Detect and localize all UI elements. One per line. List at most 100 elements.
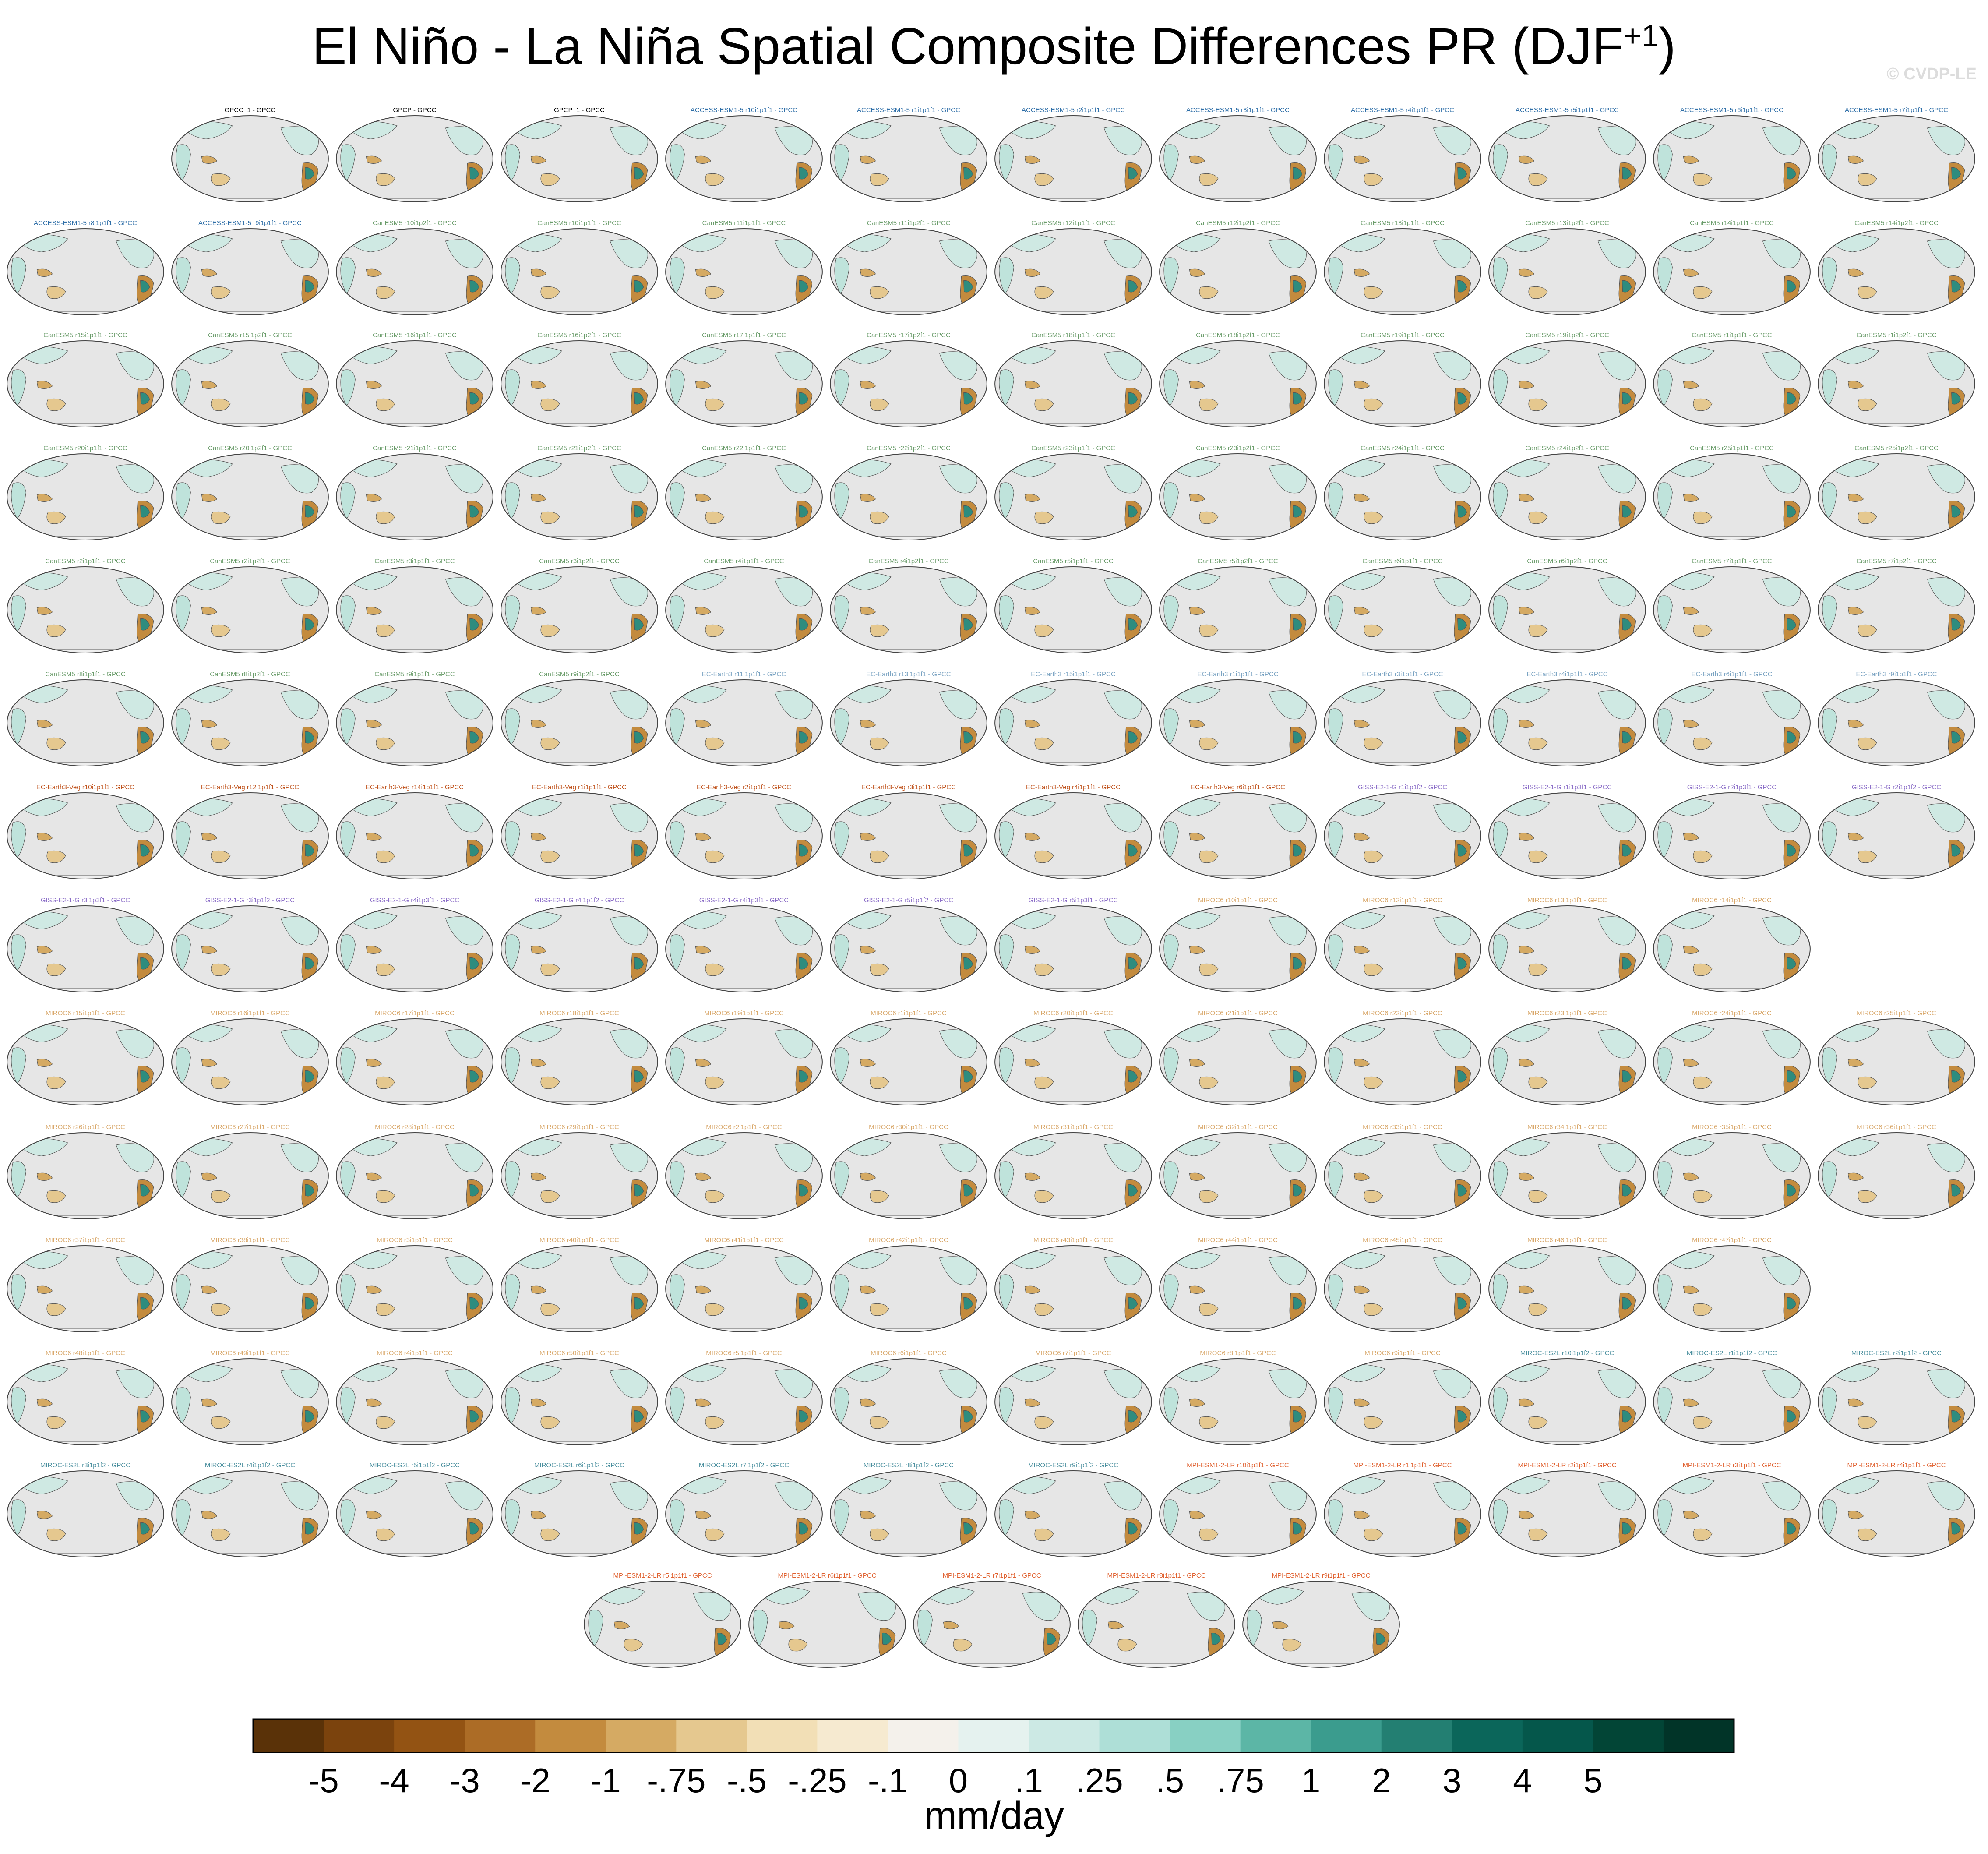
map-panel: CanESM5 r24i1p2f1 - GPCC — [1488, 445, 1646, 541]
panel-label: GISS-E2-1-G r4i1p1f2 - GPCC — [535, 897, 624, 904]
map-panel: CanESM5 r6i1p2f1 - GPCC — [1488, 558, 1646, 654]
map-panel: MIROC6 r26i1p1f1 - GPCC — [6, 1123, 165, 1220]
panel-label: MIROC6 r23i1p1f1 - GPCC — [1527, 1010, 1607, 1017]
panel-label: CanESM5 r4i1p1f1 - GPCC — [704, 558, 784, 565]
map-panel: CanESM5 r2i1p1f1 - GPCC — [6, 558, 165, 654]
map-panel: MIROC6 r17i1p1f1 - GPCC — [335, 1010, 494, 1106]
map-panel: CanESM5 r18i1p1f1 - GPCC — [994, 332, 1153, 428]
panel-label: GPCC_1 - GPCC — [225, 106, 276, 114]
panel-label: MIROC6 r5i1p1f1 - GPCC — [706, 1349, 782, 1357]
panel-label: MIROC-ES2L r3i1p1f2 - GPCC — [40, 1462, 130, 1469]
map-panel: MIROC-ES2L r7i1p1f2 - GPCC — [665, 1462, 823, 1558]
map-panel: MIROC6 r8i1p1f1 - GPCC — [1159, 1349, 1317, 1446]
map-panel: GPCP_1 - GPCC — [500, 106, 659, 203]
map-panel: CanESM5 r3i1p1f1 - GPCC — [335, 558, 494, 654]
map-panel: MIROC6 r44i1p1f1 - GPCC — [1159, 1236, 1317, 1333]
panel-label: CanESM5 r7i1p2f1 - GPCC — [1856, 558, 1937, 565]
map-panel: MIROC6 r4i1p1f1 - GPCC — [335, 1349, 494, 1446]
map-panel: MIROC6 r40i1p1f1 - GPCC — [500, 1236, 659, 1333]
map-panel: MIROC6 r2i1p1f1 - GPCC — [665, 1123, 823, 1220]
panel-label: MIROC6 r37i1p1f1 - GPCC — [46, 1236, 125, 1244]
colorbar-swatch — [817, 1719, 888, 1752]
panel-label: ACCESS-ESM1-5 r8i1p1f1 - GPCC — [34, 219, 137, 227]
map-panel: CanESM5 r4i1p1f1 - GPCC — [665, 558, 823, 654]
panel-label: MIROC-ES2L r4i1p1f2 - GPCC — [205, 1462, 295, 1469]
panel-label: MIROC6 r21i1p1f1 - GPCC — [1198, 1010, 1278, 1017]
panel-label: CanESM5 r18i1p2f1 - GPCC — [1196, 332, 1280, 339]
panel-label: EC-Earth3-Veg r14i1p1f1 - GPCC — [366, 784, 464, 791]
map-panel: MIROC6 r30i1p1f1 - GPCC — [829, 1123, 988, 1220]
map-panel: CanESM5 r9i1p1f1 - GPCC — [335, 671, 494, 767]
panel-label: CanESM5 r18i1p1f1 - GPCC — [1031, 332, 1115, 339]
colorbar-swatch — [253, 1719, 324, 1752]
map-panel: MIROC6 r41i1p1f1 - GPCC — [665, 1236, 823, 1333]
colorbar-tick-label: 1 — [1301, 1761, 1320, 1800]
map-panel: MIROC6 r9i1p1f1 - GPCC — [1323, 1349, 1482, 1446]
map-panel: CanESM5 r20i1p2f1 - GPCC — [171, 445, 329, 541]
map-panel: MIROC-ES2L r4i1p1f2 - GPCC — [171, 1462, 329, 1558]
map-panel: MPI-ESM1-2-LR r6i1p1f1 - GPCC — [748, 1572, 906, 1668]
panel-label: MIROC6 r19i1p1f1 - GPCC — [704, 1010, 784, 1017]
panel-label: MIROC6 r14i1p1f1 - GPCC — [1692, 897, 1772, 904]
map-panel: MIROC6 r42i1p1f1 - GPCC — [829, 1236, 988, 1333]
panel-label: EC-Earth3 r1i1p1f1 - GPCC — [1197, 671, 1278, 678]
map-panel: CanESM5 r1i1p1f1 - GPCC — [1653, 332, 1811, 428]
panel-label: MIROC6 r16i1p1f1 - GPCC — [210, 1010, 290, 1017]
map-panel: ACCESS-ESM1-5 r4i1p1f1 - GPCC — [1323, 106, 1482, 203]
panel-label: MIROC-ES2L r10i1p1f2 - GPCC — [1520, 1349, 1614, 1357]
panel-label: MPI-ESM1-2-LR r4i1p1f1 - GPCC — [1847, 1462, 1946, 1469]
panel-label: CanESM5 r19i1p2f1 - GPCC — [1525, 332, 1609, 339]
map-panel: EC-Earth3 r1i1p1f1 - GPCC — [1159, 671, 1317, 767]
panel-label: MIROC6 r3i1p1f1 - GPCC — [377, 1236, 453, 1244]
panel-label: EC-Earth3 r11i1p1f1 - GPCC — [702, 671, 786, 678]
panel-label: MIROC6 r33i1p1f1 - GPCC — [1363, 1123, 1442, 1131]
panel-label: MPI-ESM1-2-LR r2i1p1f1 - GPCC — [1518, 1462, 1616, 1469]
map-panel: CanESM5 r19i1p1f1 - GPCC — [1323, 332, 1482, 428]
panel-label: MIROC6 r7i1p1f1 - GPCC — [1035, 1349, 1111, 1357]
map-panel: ACCESS-ESM1-5 r9i1p1f1 - GPCC — [171, 219, 329, 316]
panel-label: EC-Earth3 r4i1p1f1 - GPCC — [1526, 671, 1607, 678]
panel-label: ACCESS-ESM1-5 r4i1p1f1 - GPCC — [1351, 106, 1454, 114]
colorbar-tick-label: .75 — [1216, 1761, 1264, 1800]
map-panel: MPI-ESM1-2-LR r3i1p1f1 - GPCC — [1653, 1462, 1811, 1558]
map-panel: MIROC6 r29i1p1f1 - GPCC — [500, 1123, 659, 1220]
panel-label: MPI-ESM1-2-LR r9i1p1f1 - GPCC — [1272, 1572, 1370, 1579]
panel-label: CanESM5 r22i1p2f1 - GPCC — [867, 445, 951, 452]
colorbar-swatch — [324, 1719, 395, 1752]
panel-label: MIROC6 r50i1p1f1 - GPCC — [539, 1349, 619, 1357]
map-panel: CanESM5 r14i1p1f1 - GPCC — [1653, 219, 1811, 316]
panel-label: EC-Earth3 r13i1p1f1 - GPCC — [866, 671, 951, 678]
panel-label: CanESM5 r13i1p1f1 - GPCC — [1361, 219, 1445, 227]
colorbar-tick-label: -.1 — [868, 1761, 908, 1800]
map-panel: MIROC6 r15i1p1f1 - GPCC — [6, 1010, 165, 1106]
panel-label: MIROC6 r31i1p1f1 - GPCC — [1033, 1123, 1113, 1131]
map-panel: ACCESS-ESM1-5 r6i1p1f1 - GPCC — [1653, 106, 1811, 203]
map-panel: GISS-E2-1-G r1i1p1f2 - GPCC — [1323, 784, 1482, 880]
map-panel: MIROC6 r3i1p1f1 - GPCC — [335, 1236, 494, 1333]
map-panel: EC-Earth3 r15i1p1f1 - GPCC — [994, 671, 1153, 767]
map-panel: CanESM5 r13i1p2f1 - GPCC — [1488, 219, 1646, 316]
map-panel: EC-Earth3-Veg r12i1p1f1 - GPCC — [171, 784, 329, 880]
map-panel: MIROC-ES2L r9i1p1f2 - GPCC — [994, 1462, 1153, 1558]
map-panel: CanESM5 r16i1p2f1 - GPCC — [500, 332, 659, 428]
panel-label: CanESM5 r8i1p2f1 - GPCC — [210, 671, 290, 678]
panel-label: ACCESS-ESM1-5 r1i1p1f1 - GPCC — [857, 106, 960, 114]
map-panel: CanESM5 r19i1p2f1 - GPCC — [1488, 332, 1646, 428]
map-panel: MIROC6 r46i1p1f1 - GPCC — [1488, 1236, 1646, 1333]
panel-label: MIROC-ES2L r6i1p1f2 - GPCC — [534, 1462, 624, 1469]
map-panel: MIROC6 r37i1p1f1 - GPCC — [6, 1236, 165, 1333]
panel-label: EC-Earth3 r6i1p1f1 - GPCC — [1691, 671, 1772, 678]
map-panel: EC-Earth3-Veg r1i1p1f1 - GPCC — [500, 784, 659, 880]
panel-label: MIROC6 r30i1p1f1 - GPCC — [869, 1123, 948, 1131]
panel-label: MIROC6 r34i1p1f1 - GPCC — [1527, 1123, 1607, 1131]
panel-label: GISS-E2-1-G r4i1p3f1 - GPCC — [370, 897, 459, 904]
panel-label: ACCESS-ESM1-5 r3i1p1f1 - GPCC — [1186, 106, 1290, 114]
colorbar-tick-label: .1 — [1015, 1761, 1043, 1800]
map-panel: MIROC6 r33i1p1f1 - GPCC — [1323, 1123, 1482, 1220]
panel-label: MPI-ESM1-2-LR r10i1p1f1 - GPCC — [1187, 1462, 1289, 1469]
panel-label: CanESM5 r5i1p2f1 - GPCC — [1198, 558, 1278, 565]
colorbar-swatch — [465, 1719, 536, 1752]
panel-label: CanESM5 r1i1p2f1 - GPCC — [1856, 332, 1937, 339]
panel-label: ACCESS-ESM1-5 r6i1p1f1 - GPCC — [1680, 106, 1784, 114]
map-panel: CanESM5 r7i1p1f1 - GPCC — [1653, 558, 1811, 654]
